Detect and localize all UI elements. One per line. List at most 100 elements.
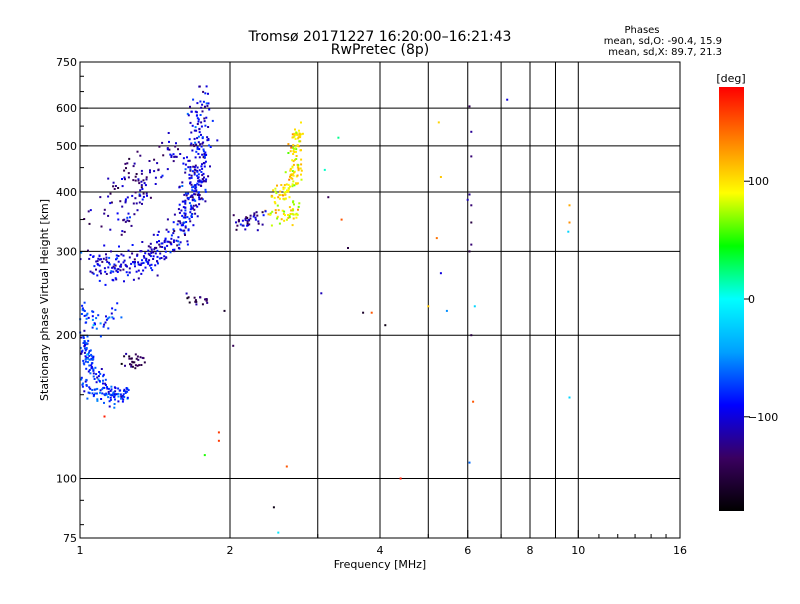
data-point xyxy=(283,210,286,213)
data-point xyxy=(145,176,148,179)
data-point xyxy=(133,162,136,165)
data-point xyxy=(195,189,198,192)
data-point xyxy=(272,189,275,192)
data-point xyxy=(84,355,87,358)
data-point xyxy=(165,228,168,231)
data-point xyxy=(290,146,293,149)
data-point xyxy=(161,141,164,144)
data-point xyxy=(117,260,120,263)
data-point xyxy=(137,178,140,181)
data-point xyxy=(95,260,98,263)
data-point xyxy=(163,258,166,261)
data-point xyxy=(109,228,112,231)
data-point xyxy=(156,162,159,165)
data-point xyxy=(235,228,238,231)
data-point xyxy=(172,221,175,224)
data-point xyxy=(166,148,169,151)
data-point xyxy=(208,108,211,111)
data-point xyxy=(163,240,166,242)
data-point xyxy=(179,153,182,155)
data-point xyxy=(92,355,95,358)
data-point xyxy=(114,185,117,187)
data-point xyxy=(300,121,302,124)
data-point xyxy=(292,149,295,152)
data-point xyxy=(256,229,259,232)
data-point xyxy=(114,277,117,280)
data-point xyxy=(128,220,131,223)
data-point xyxy=(273,201,276,203)
data-point xyxy=(191,207,194,210)
data-point xyxy=(473,305,476,308)
data-point xyxy=(194,193,197,196)
data-point xyxy=(192,185,195,188)
data-point xyxy=(239,223,242,226)
data-point xyxy=(92,375,95,378)
data-point xyxy=(187,296,190,299)
data-point xyxy=(92,358,95,361)
data-point xyxy=(283,184,286,186)
data-point xyxy=(177,236,180,239)
data-point xyxy=(140,180,143,183)
data-point xyxy=(151,269,154,272)
data-point xyxy=(99,391,101,394)
data-point xyxy=(183,221,186,224)
data-point xyxy=(105,393,108,396)
data-point xyxy=(89,364,92,367)
data-point xyxy=(181,181,184,184)
data-point xyxy=(106,386,108,388)
data-point xyxy=(152,233,155,236)
data-point xyxy=(173,213,176,216)
data-point xyxy=(115,254,118,257)
data-point xyxy=(200,181,203,184)
data-point xyxy=(116,257,119,260)
data-point xyxy=(93,378,96,380)
data-point xyxy=(293,203,295,206)
data-point xyxy=(295,148,298,151)
data-point xyxy=(123,396,126,398)
data-point xyxy=(104,382,107,385)
data-point xyxy=(154,176,157,179)
data-point xyxy=(287,214,290,216)
data-point xyxy=(102,257,105,260)
data-point xyxy=(291,224,294,227)
data-point xyxy=(298,129,300,132)
data-point xyxy=(134,364,137,367)
data-point xyxy=(194,164,197,167)
data-point xyxy=(163,241,166,244)
data-point xyxy=(187,192,190,195)
data-point xyxy=(279,190,282,193)
data-point xyxy=(176,244,179,247)
data-point xyxy=(197,120,200,123)
data-point xyxy=(161,174,164,177)
data-point xyxy=(296,213,299,216)
data-point xyxy=(292,217,295,220)
colorbar-tick-label: −100 xyxy=(748,411,778,424)
data-point xyxy=(295,158,298,160)
data-point xyxy=(189,121,192,124)
data-point xyxy=(190,174,193,177)
data-point xyxy=(144,252,147,255)
data-point xyxy=(81,307,84,310)
data-point xyxy=(299,167,302,170)
data-point xyxy=(184,212,187,215)
data-point xyxy=(201,103,204,106)
data-point xyxy=(104,378,107,381)
data-point xyxy=(294,133,297,136)
data-point xyxy=(427,305,430,308)
data-point xyxy=(120,397,123,400)
data-point xyxy=(103,244,106,247)
data-point xyxy=(187,229,190,232)
data-point xyxy=(124,162,127,165)
data-point xyxy=(94,323,96,326)
data-point xyxy=(85,314,88,317)
data-point xyxy=(123,280,125,283)
data-point xyxy=(136,209,139,212)
data-point xyxy=(290,176,293,179)
data-point xyxy=(88,386,91,389)
data-point xyxy=(282,194,284,197)
data-point xyxy=(288,216,291,219)
data-point xyxy=(91,367,94,370)
data-point xyxy=(246,222,249,225)
data-point xyxy=(137,261,140,264)
data-point xyxy=(145,259,148,262)
